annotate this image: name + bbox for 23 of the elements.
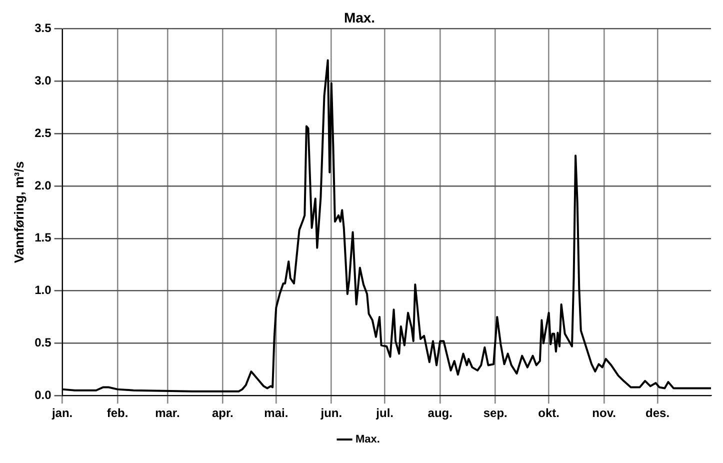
y-tick-label: 1.5 (34, 230, 52, 245)
x-tick-label: aug. (428, 406, 452, 420)
x-tick-label: des. (646, 406, 670, 420)
y-tick-label: 2.0 (34, 178, 52, 192)
y-tick-label: 2.5 (34, 126, 52, 140)
y-tick-label: 1.0 (34, 283, 52, 298)
y-tick-label: 0.5 (34, 336, 52, 350)
x-tick-label: okt. (538, 406, 560, 420)
x-tick-label: mai. (264, 406, 288, 420)
y-tick-label: 0.0 (34, 388, 52, 402)
chart-title: Max. (344, 9, 376, 26)
x-tick-label: mar. (155, 406, 180, 420)
x-tick-label: feb. (106, 406, 128, 420)
x-tick-label: nov. (592, 406, 616, 420)
x-tick-label: jan. (50, 406, 73, 420)
y-tick-label: 3.0 (34, 74, 52, 88)
y-tick-label: 3.5 (34, 21, 52, 36)
x-tick-label: jun. (320, 406, 342, 420)
legend-label: Max. (356, 434, 380, 446)
y-axis-title: Vannføring, m³/s (11, 161, 26, 264)
x-tick-label: sep. (483, 406, 508, 420)
x-tick-label: apr. (212, 406, 234, 420)
x-tick-label: jul. (375, 406, 394, 420)
